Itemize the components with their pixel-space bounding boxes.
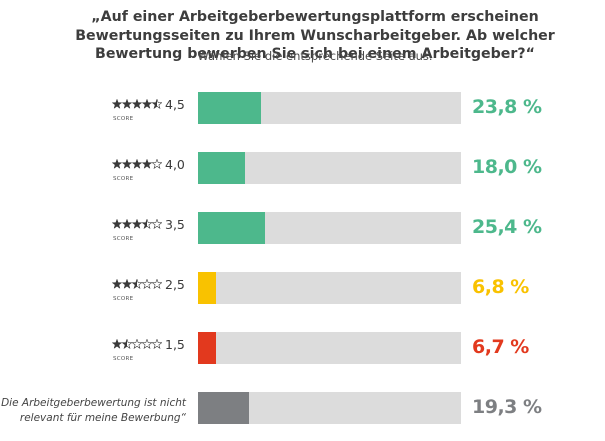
- star-full-icon: [141, 99, 153, 109]
- bar-row: SCORE 4,5 23,8 %: [0, 92, 605, 132]
- star-empty-icon: [151, 279, 162, 289]
- data-label: 18,0 %: [472, 156, 542, 178]
- bar-row: SCORE 2,5 6,8 %: [0, 272, 605, 312]
- chart-subtitle: Wählen Sie die entsprechende Seite aus.: [197, 49, 433, 63]
- bar-track: [198, 212, 461, 244]
- star-rating-icon: [112, 159, 162, 169]
- star-full-icon: [112, 339, 123, 349]
- star-full-icon: [131, 99, 143, 109]
- bar-row: SCORE 3,5 25,4 %: [0, 212, 605, 252]
- bar-row: SCORE 1,5 6,7 %: [0, 332, 605, 372]
- category-label: 1,5: [165, 337, 185, 352]
- star-rating-icon: [112, 339, 162, 349]
- stars: [112, 279, 162, 291]
- star-empty-icon: [141, 339, 153, 349]
- score-label: SCORE: [113, 296, 134, 302]
- chart-title: „Auf einer Arbeitgeberbewertungsplattfor…: [75, 9, 555, 62]
- score-label: SCORE: [113, 236, 134, 242]
- star-half-fill: [122, 339, 127, 349]
- star-full-icon: [112, 99, 123, 109]
- category-label: 2,5: [165, 277, 185, 292]
- score-label: SCORE: [113, 116, 134, 122]
- star-half-fill: [142, 219, 147, 229]
- category-label: „Die Arbeitgeberbewertung ist nicht relev…: [0, 396, 186, 426]
- star-half-fill: [152, 99, 157, 109]
- star-empty-icon: [141, 279, 153, 289]
- category-label: 3,5: [165, 217, 185, 232]
- data-label: 6,7 %: [472, 336, 529, 358]
- category-label: 4,0: [165, 157, 185, 172]
- bar-row: SCORE 4,0 18,0 %: [0, 152, 605, 192]
- star-full-icon: [121, 279, 133, 289]
- quote-line: relevant für meine Bewerbung“: [19, 412, 186, 424]
- stars: [112, 99, 162, 111]
- star-half-fill: [132, 279, 137, 289]
- stars: [112, 339, 162, 351]
- star-empty-icon: [151, 339, 162, 349]
- stars: [112, 159, 162, 171]
- star-half-icon: [151, 99, 162, 109]
- bar-row: „Die Arbeitgeberbewertung ist nicht relev…: [0, 392, 605, 432]
- star-full-icon: [131, 219, 143, 229]
- star-rating-icon: [112, 219, 162, 229]
- star-full-icon: [121, 99, 133, 109]
- data-label: 25,4 %: [472, 216, 542, 238]
- quote-line: „Die Arbeitgeberbewertung ist nicht: [0, 397, 186, 409]
- star-empty-icon: [131, 339, 143, 349]
- bar-track: [198, 332, 461, 364]
- star-full-icon: [131, 159, 143, 169]
- data-label: 19,3 %: [472, 396, 542, 418]
- stars: [112, 219, 162, 231]
- star-full-icon: [112, 279, 123, 289]
- bar: [198, 392, 249, 424]
- star-empty-icon: [151, 219, 162, 229]
- data-label: 6,8 %: [472, 276, 529, 298]
- bar-track: [198, 92, 461, 124]
- star-full-icon: [112, 219, 123, 229]
- bar: [198, 152, 246, 184]
- bar: [198, 272, 216, 304]
- bar-track: [198, 272, 461, 304]
- bar: [198, 212, 265, 244]
- star-empty-icon: [151, 159, 162, 169]
- star-rating-icon: [112, 279, 162, 289]
- bar: [198, 92, 261, 124]
- data-label: 23,8 %: [472, 96, 542, 118]
- star-full-icon: [121, 159, 133, 169]
- bar-track: [198, 392, 461, 424]
- star-full-icon: [112, 159, 123, 169]
- score-label: SCORE: [113, 356, 134, 362]
- star-rating-icon: [112, 99, 162, 109]
- star-full-icon: [141, 159, 153, 169]
- category-label: 4,5: [165, 97, 185, 112]
- score-label: SCORE: [113, 176, 134, 182]
- bar: [198, 332, 216, 364]
- star-full-icon: [121, 219, 133, 229]
- bar-track: [198, 152, 461, 184]
